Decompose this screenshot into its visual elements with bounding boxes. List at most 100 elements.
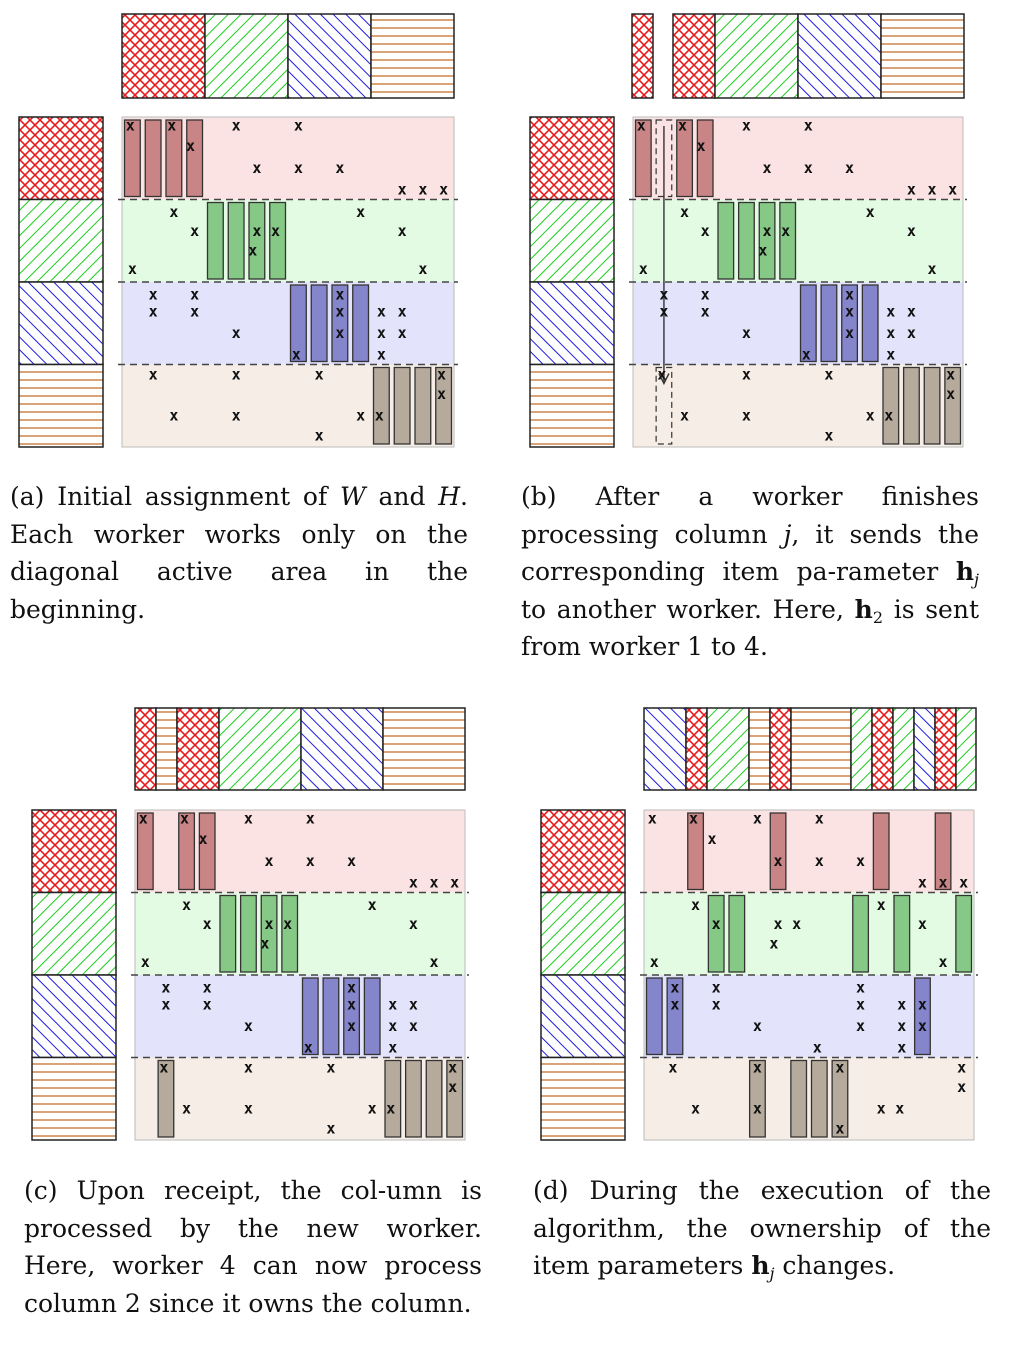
active-column <box>198 812 216 891</box>
rating-mark: x <box>657 365 666 383</box>
rating-mark: x <box>335 324 344 342</box>
rating-mark: x <box>418 181 427 199</box>
caption-b-label: (b) <box>521 482 557 511</box>
rating-mark: x <box>180 809 189 827</box>
h-segment <box>880 13 965 99</box>
w-block-3 <box>529 281 615 366</box>
rating-mark: x <box>856 978 865 996</box>
band-4 <box>644 1057 974 1140</box>
active-column <box>206 201 224 280</box>
active-column <box>861 284 879 363</box>
rating-mark: x <box>265 915 274 933</box>
rating-mark: x <box>907 181 916 199</box>
rating-mark: x <box>877 1100 886 1118</box>
rating-mark: x <box>347 978 356 996</box>
active-column <box>820 284 838 363</box>
active-column <box>810 1059 828 1138</box>
rating-mark: x <box>232 116 241 134</box>
rating-mark: x <box>203 978 212 996</box>
rating-mark: x <box>691 1100 700 1118</box>
rating-mark: x <box>141 953 150 971</box>
rating-mark: x <box>149 303 158 321</box>
rating-mark: x <box>928 181 937 199</box>
active-column <box>717 201 735 280</box>
rating-mark: x <box>161 996 170 1014</box>
rating-mark: x <box>758 242 767 260</box>
rating-mark: x <box>244 809 253 827</box>
band-3 <box>135 975 465 1058</box>
active-column <box>645 977 663 1056</box>
rating-mark: x <box>437 385 446 403</box>
caption-a: (a) Initial assignment of W and H. Each … <box>10 478 468 628</box>
h-segment <box>714 13 799 99</box>
rating-mark: x <box>260 935 269 953</box>
w-block-3 <box>18 281 104 366</box>
rating-mark: x <box>377 324 386 342</box>
rating-mark: x <box>418 260 427 278</box>
rating-mark: x <box>283 915 292 933</box>
rating-mark: x <box>918 915 927 933</box>
rating-mark: x <box>244 1058 253 1076</box>
rating-mark: x <box>252 222 261 240</box>
rating-mark: x <box>802 346 811 364</box>
h-segment <box>685 707 708 791</box>
rating-mark: x <box>398 181 407 199</box>
rating-mark: x <box>712 915 721 933</box>
rating-mark: x <box>190 303 199 321</box>
rating-mark: x <box>877 896 886 914</box>
w-block-4 <box>529 363 615 448</box>
rating-mark: x <box>292 346 301 364</box>
rating-mark: x <box>398 324 407 342</box>
active-column <box>687 812 705 891</box>
rating-mark: x <box>939 953 948 971</box>
active-column <box>144 119 162 198</box>
rating-mark: x <box>637 116 646 134</box>
active-column <box>248 201 266 280</box>
active-column <box>882 366 900 445</box>
active-column <box>310 284 328 363</box>
rating-mark: x <box>450 874 459 892</box>
rating-mark: x <box>680 407 689 425</box>
active-column <box>123 119 141 198</box>
rating-mark: x <box>304 1039 313 1057</box>
caption-a-label: (a) <box>10 482 45 511</box>
rating-mark: x <box>437 365 446 383</box>
rating-mark: x <box>315 426 324 444</box>
active-column <box>331 284 349 363</box>
h-segment <box>204 13 289 99</box>
h-segment <box>748 707 771 791</box>
h-segment <box>287 13 372 99</box>
band-2 <box>122 199 454 282</box>
w-block-2 <box>31 891 117 976</box>
rating-mark: x <box>824 426 833 444</box>
active-column <box>136 812 154 891</box>
rating-mark: x <box>306 852 315 870</box>
rating-mark: x <box>294 159 303 177</box>
h-segment <box>631 13 654 99</box>
active-column <box>219 894 237 973</box>
rating-mark: x <box>928 260 937 278</box>
active-column <box>157 1059 175 1138</box>
rating-mark: x <box>190 285 199 303</box>
rating-mark: x <box>448 1058 457 1076</box>
rating-mark: x <box>306 809 315 827</box>
rating-mark: x <box>897 996 906 1014</box>
h-segment <box>769 707 792 791</box>
rating-mark: x <box>918 996 927 1014</box>
rating-mark: x <box>439 181 448 199</box>
rating-mark: x <box>753 809 762 827</box>
rating-mark: x <box>845 285 854 303</box>
h-segment <box>176 707 220 791</box>
active-column <box>404 1059 422 1138</box>
rating-mark: x <box>815 809 824 827</box>
rating-mark: x <box>886 324 895 342</box>
band-2 <box>633 199 963 282</box>
rating-mark: x <box>244 1017 253 1035</box>
w-block-1 <box>31 809 117 894</box>
h-segment <box>121 13 206 99</box>
rating-mark: x <box>409 915 418 933</box>
rating-mark: x <box>252 159 261 177</box>
